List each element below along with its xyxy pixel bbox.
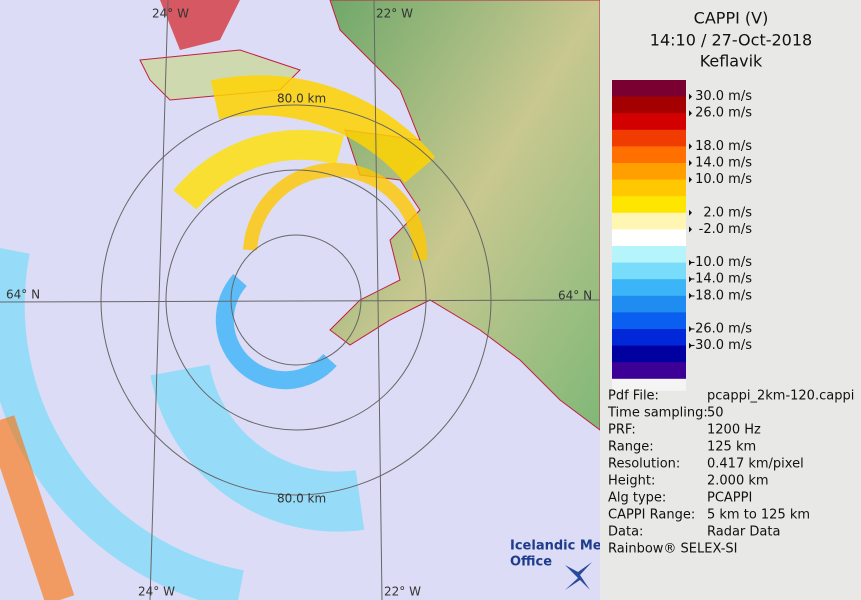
legend-band: [612, 179, 686, 197]
info-key: CAPPI Range:: [608, 508, 695, 523]
legend-band: [612, 229, 686, 247]
legend-band: [612, 212, 686, 230]
legend-band: [612, 163, 686, 181]
info-key: Pdf File:: [608, 389, 659, 404]
info-value: 50: [707, 406, 724, 421]
echo-band: [210, 75, 436, 184]
legend-band: [612, 146, 686, 164]
logo-text: Icelandic Met: [510, 539, 600, 554]
legend-band: [612, 329, 686, 347]
info-value: pcappi_2km-120.cappi: [707, 389, 854, 404]
info-key: Alg type:: [608, 491, 666, 506]
echo-band: [150, 363, 365, 532]
legend-tick: [689, 176, 692, 183]
range-ring: [230, 234, 362, 366]
lon-label: 24° W: [138, 585, 175, 599]
legend-band: [612, 262, 686, 280]
legend-label: 14.0 m/s: [695, 156, 752, 171]
legend-band: [612, 129, 686, 147]
info-value: PCAPPI: [707, 491, 752, 506]
legend-band: [612, 96, 686, 114]
logo-icon: [565, 562, 592, 590]
legend-label: -14.0 m/s: [690, 272, 752, 287]
legend-band: [612, 196, 686, 214]
legend-tick: [689, 292, 692, 299]
ring-label: 80.0 km: [277, 492, 326, 506]
info-value: 0.417 km/pixel: [707, 457, 804, 472]
legend-tick: [689, 226, 692, 233]
info-key: Range:: [608, 440, 654, 455]
radar-map: 24° W 22° W 24° W 22° W 64° N 64° N 80.0…: [0, 0, 600, 600]
info-key: Data:: [608, 525, 643, 540]
legend-label: -18.0 m/s: [690, 288, 752, 303]
station: Keflavik: [700, 52, 763, 71]
legend-tick: [689, 209, 692, 216]
title: CAPPI (V): [694, 9, 769, 28]
legend-label: 30.0 m/s: [695, 89, 752, 104]
legend-band: [612, 312, 686, 330]
footer: Rainbow® SELEX-SI: [608, 542, 738, 557]
echo-band: [243, 162, 428, 261]
info-key: Resolution:: [608, 457, 680, 472]
legend-label: 10.0 m/s: [695, 172, 752, 187]
legend-label: -26.0 m/s: [690, 322, 752, 337]
logo-text: Office: [510, 555, 552, 570]
range-ring: [165, 169, 427, 431]
legend-tick: [689, 143, 692, 150]
info-panel: CAPPI (V) 14:10 / 27-Oct-2018 Keflavik R…: [607, 9, 854, 557]
echo-band: [215, 274, 337, 390]
info-key: PRF:: [608, 423, 636, 438]
datetime: 14:10 / 27-Oct-2018: [650, 31, 812, 50]
legend-label: 2.0 m/s: [703, 205, 752, 220]
legend-band: [612, 113, 686, 131]
lon-label: 24° W: [152, 7, 189, 21]
legend-tick: [689, 160, 692, 166]
echo-band: [0, 415, 75, 600]
ring-label: 80.0 km: [277, 92, 326, 106]
info-value: Radar Data: [707, 525, 780, 540]
legend-label: 26.0 m/s: [695, 106, 752, 121]
lat-label: 64° N: [6, 288, 40, 302]
echo-band: [173, 129, 344, 210]
info-value: 1200 Hz: [707, 423, 761, 438]
lon-label: 22° W: [376, 7, 413, 21]
legend-nodata: [612, 378, 686, 391]
legend-band: [612, 345, 686, 363]
info-key: Height:: [608, 474, 655, 489]
echo-band: [0, 248, 244, 600]
longitude-line: [373, 0, 383, 600]
legend-tick: [689, 93, 692, 100]
legend-label: 18.0 m/s: [695, 139, 752, 154]
legend-label: -2.0 m/s: [699, 222, 753, 237]
legend-band: [612, 80, 686, 98]
echo-cluster: [160, 0, 240, 50]
legend-band: [612, 362, 686, 380]
legend-tick: [689, 326, 692, 332]
legend-label: -30.0 m/s: [690, 338, 752, 353]
legend-tick: [689, 276, 692, 283]
legend-band: [612, 295, 686, 313]
latitude-line: [0, 299, 600, 303]
legend-tick: [689, 259, 692, 266]
legend-band: [612, 279, 686, 297]
legend-tick: [689, 342, 692, 349]
lon-label: 22° W: [384, 585, 421, 599]
lat-label: 64° N: [558, 289, 592, 303]
info-value: 125 km: [707, 440, 756, 455]
info-value: 2.000 km: [707, 474, 769, 489]
legend-label: -10.0 m/s: [690, 255, 752, 270]
legend-band: [612, 246, 686, 264]
land: [329, 0, 600, 431]
info-value: 5 km to 125 km: [707, 508, 810, 523]
longitude-line: [149, 0, 169, 600]
legend-tick: [689, 110, 692, 117]
info-key: Time sampling:: [607, 406, 708, 421]
